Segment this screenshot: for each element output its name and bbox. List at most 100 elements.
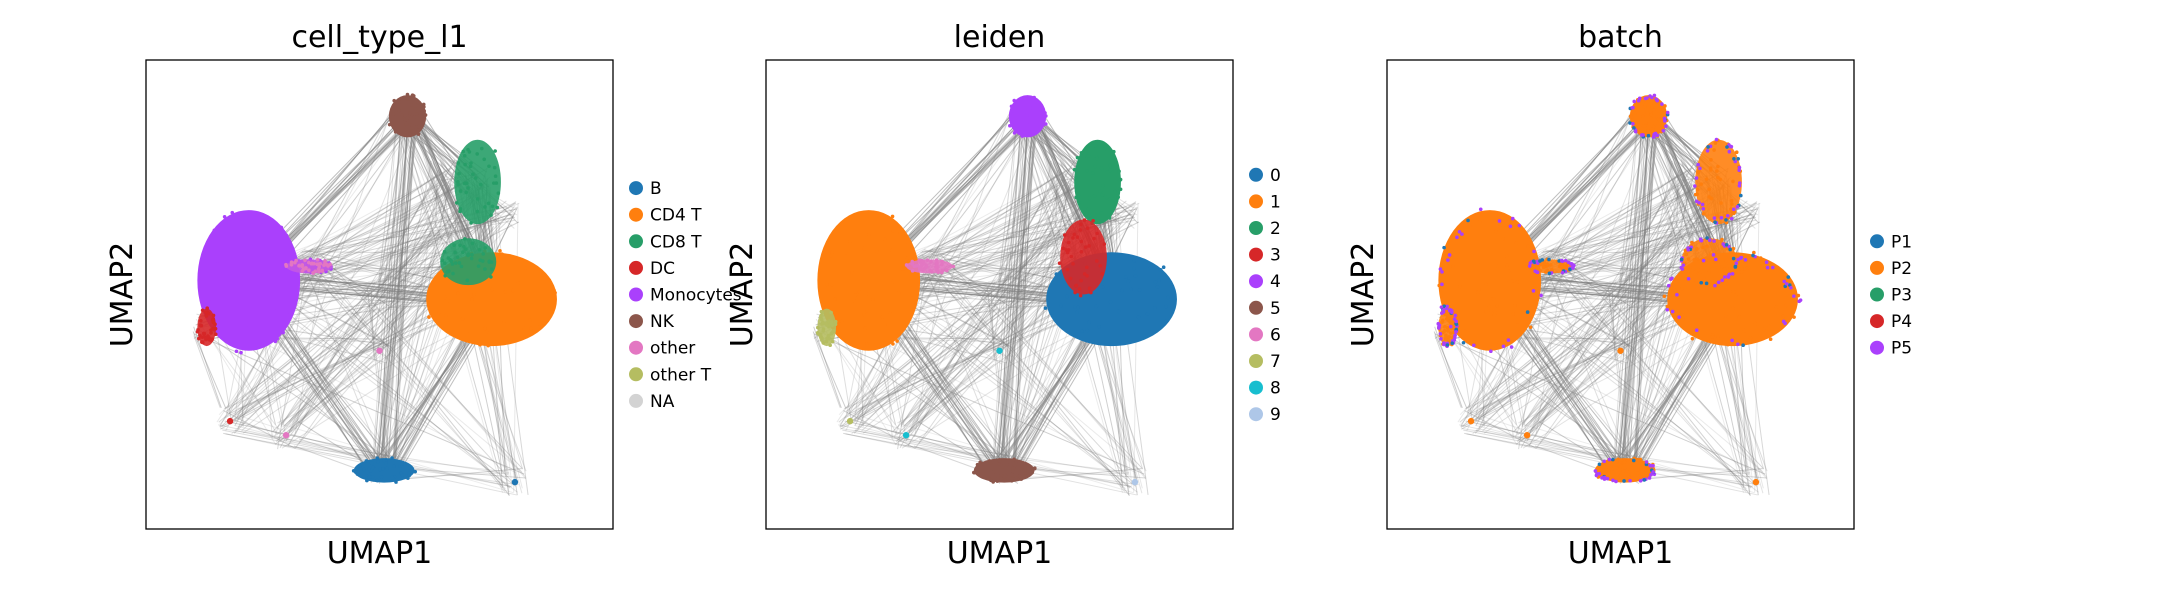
cell-point — [376, 460, 380, 464]
cell-point — [1477, 287, 1481, 292]
cell-point — [1559, 258, 1564, 263]
cell-point — [1781, 319, 1786, 324]
cell-point — [1518, 311, 1522, 315]
graph-edge — [854, 424, 912, 441]
cell-point — [1484, 282, 1488, 287]
graph-edge — [294, 343, 369, 449]
cell-point — [1645, 128, 1650, 133]
cell-point — [209, 331, 213, 335]
legend-a: B CD4 T CD8 T DC Monocytes NK other other T NA — [629, 179, 742, 412]
graph-edge — [862, 416, 905, 431]
graph-edge — [856, 267, 946, 418]
cell-point — [1764, 260, 1769, 265]
cell-point — [1712, 239, 1716, 243]
cell-point — [882, 237, 887, 242]
cell-point — [1719, 201, 1723, 205]
cell-point — [1704, 281, 1709, 286]
cell-point — [523, 266, 528, 270]
cell-point — [1792, 294, 1796, 298]
cell-point — [902, 432, 910, 439]
cell-point — [481, 252, 486, 256]
graph-edge — [205, 330, 277, 446]
cell-point — [1487, 304, 1492, 309]
cell-point — [1563, 258, 1568, 263]
graph-edge — [279, 281, 376, 449]
cell-point — [213, 261, 217, 266]
graph-edge — [1619, 114, 1640, 282]
cell-point — [261, 230, 265, 235]
cell-point — [445, 270, 449, 274]
cell-point — [875, 249, 879, 254]
graph-edge — [843, 432, 1002, 465]
cell-point — [443, 274, 447, 278]
cell-point — [1078, 228, 1083, 232]
cell-point — [493, 149, 497, 153]
cell-point — [1057, 261, 1062, 265]
graph-edge — [1133, 202, 1139, 493]
cell-point — [1444, 312, 1448, 316]
cell-point — [820, 336, 824, 341]
cell-point — [453, 250, 457, 255]
cell-point — [379, 475, 384, 479]
cell-point — [392, 464, 396, 468]
cell-point — [1784, 282, 1789, 286]
graph-edge — [1632, 126, 1657, 476]
legend-label: P3 — [1891, 286, 1912, 306]
cell-point — [1655, 133, 1660, 138]
legend-label: B — [650, 179, 662, 199]
cell-point — [1112, 149, 1116, 154]
cell-point — [1701, 258, 1706, 263]
cell-point — [1713, 257, 1718, 262]
cell-point — [1731, 179, 1735, 184]
cell-point — [1722, 275, 1727, 279]
cell-point — [1649, 472, 1653, 477]
graph-edge — [813, 335, 841, 408]
cell-point — [440, 258, 445, 263]
cell-point — [315, 262, 319, 267]
cell-point — [1731, 256, 1736, 261]
graph-edge — [234, 266, 318, 422]
cell-point — [1728, 247, 1732, 252]
cell-point — [1647, 476, 1652, 480]
graph-edge — [275, 344, 386, 442]
cell-point — [1713, 283, 1717, 288]
cell-point — [1545, 268, 1550, 273]
x-axis-label: UMAP1 — [1568, 536, 1674, 571]
cell-point — [483, 205, 487, 209]
cell-point — [1758, 256, 1763, 260]
cell-point — [1712, 148, 1716, 152]
cell-point — [1009, 478, 1014, 483]
cell-point — [390, 456, 394, 460]
cell-point — [470, 297, 474, 301]
cell-point — [1438, 267, 1443, 271]
graph-edge — [1530, 184, 1693, 422]
cell-point — [370, 475, 375, 479]
cell-point — [1632, 99, 1637, 104]
cell-point — [1729, 198, 1734, 203]
cell-point — [1742, 328, 1747, 333]
cell-point — [1108, 168, 1113, 173]
cell-point — [1648, 463, 1652, 468]
graph-edge — [377, 110, 403, 475]
cell-point — [458, 209, 462, 214]
cell-point — [830, 323, 835, 328]
cell-point — [891, 228, 895, 233]
cell-point — [394, 480, 398, 484]
graph-edge — [1478, 341, 1627, 410]
cell-point — [1074, 283, 1079, 288]
cell-point — [452, 243, 456, 248]
cell-point — [200, 340, 205, 345]
cell-point — [1545, 262, 1550, 266]
cell-point — [1664, 124, 1668, 129]
cell-point — [511, 478, 519, 486]
cell-point — [463, 247, 468, 251]
cell-point — [1039, 115, 1044, 119]
cell-point — [846, 417, 854, 425]
graph-edge — [995, 159, 1078, 472]
cell-point — [1693, 192, 1698, 197]
graph-edge — [303, 263, 390, 479]
graph-edge — [1631, 160, 1673, 362]
cell-point — [1440, 320, 1444, 324]
cell-point — [1090, 171, 1095, 175]
graph-edge — [853, 419, 902, 435]
